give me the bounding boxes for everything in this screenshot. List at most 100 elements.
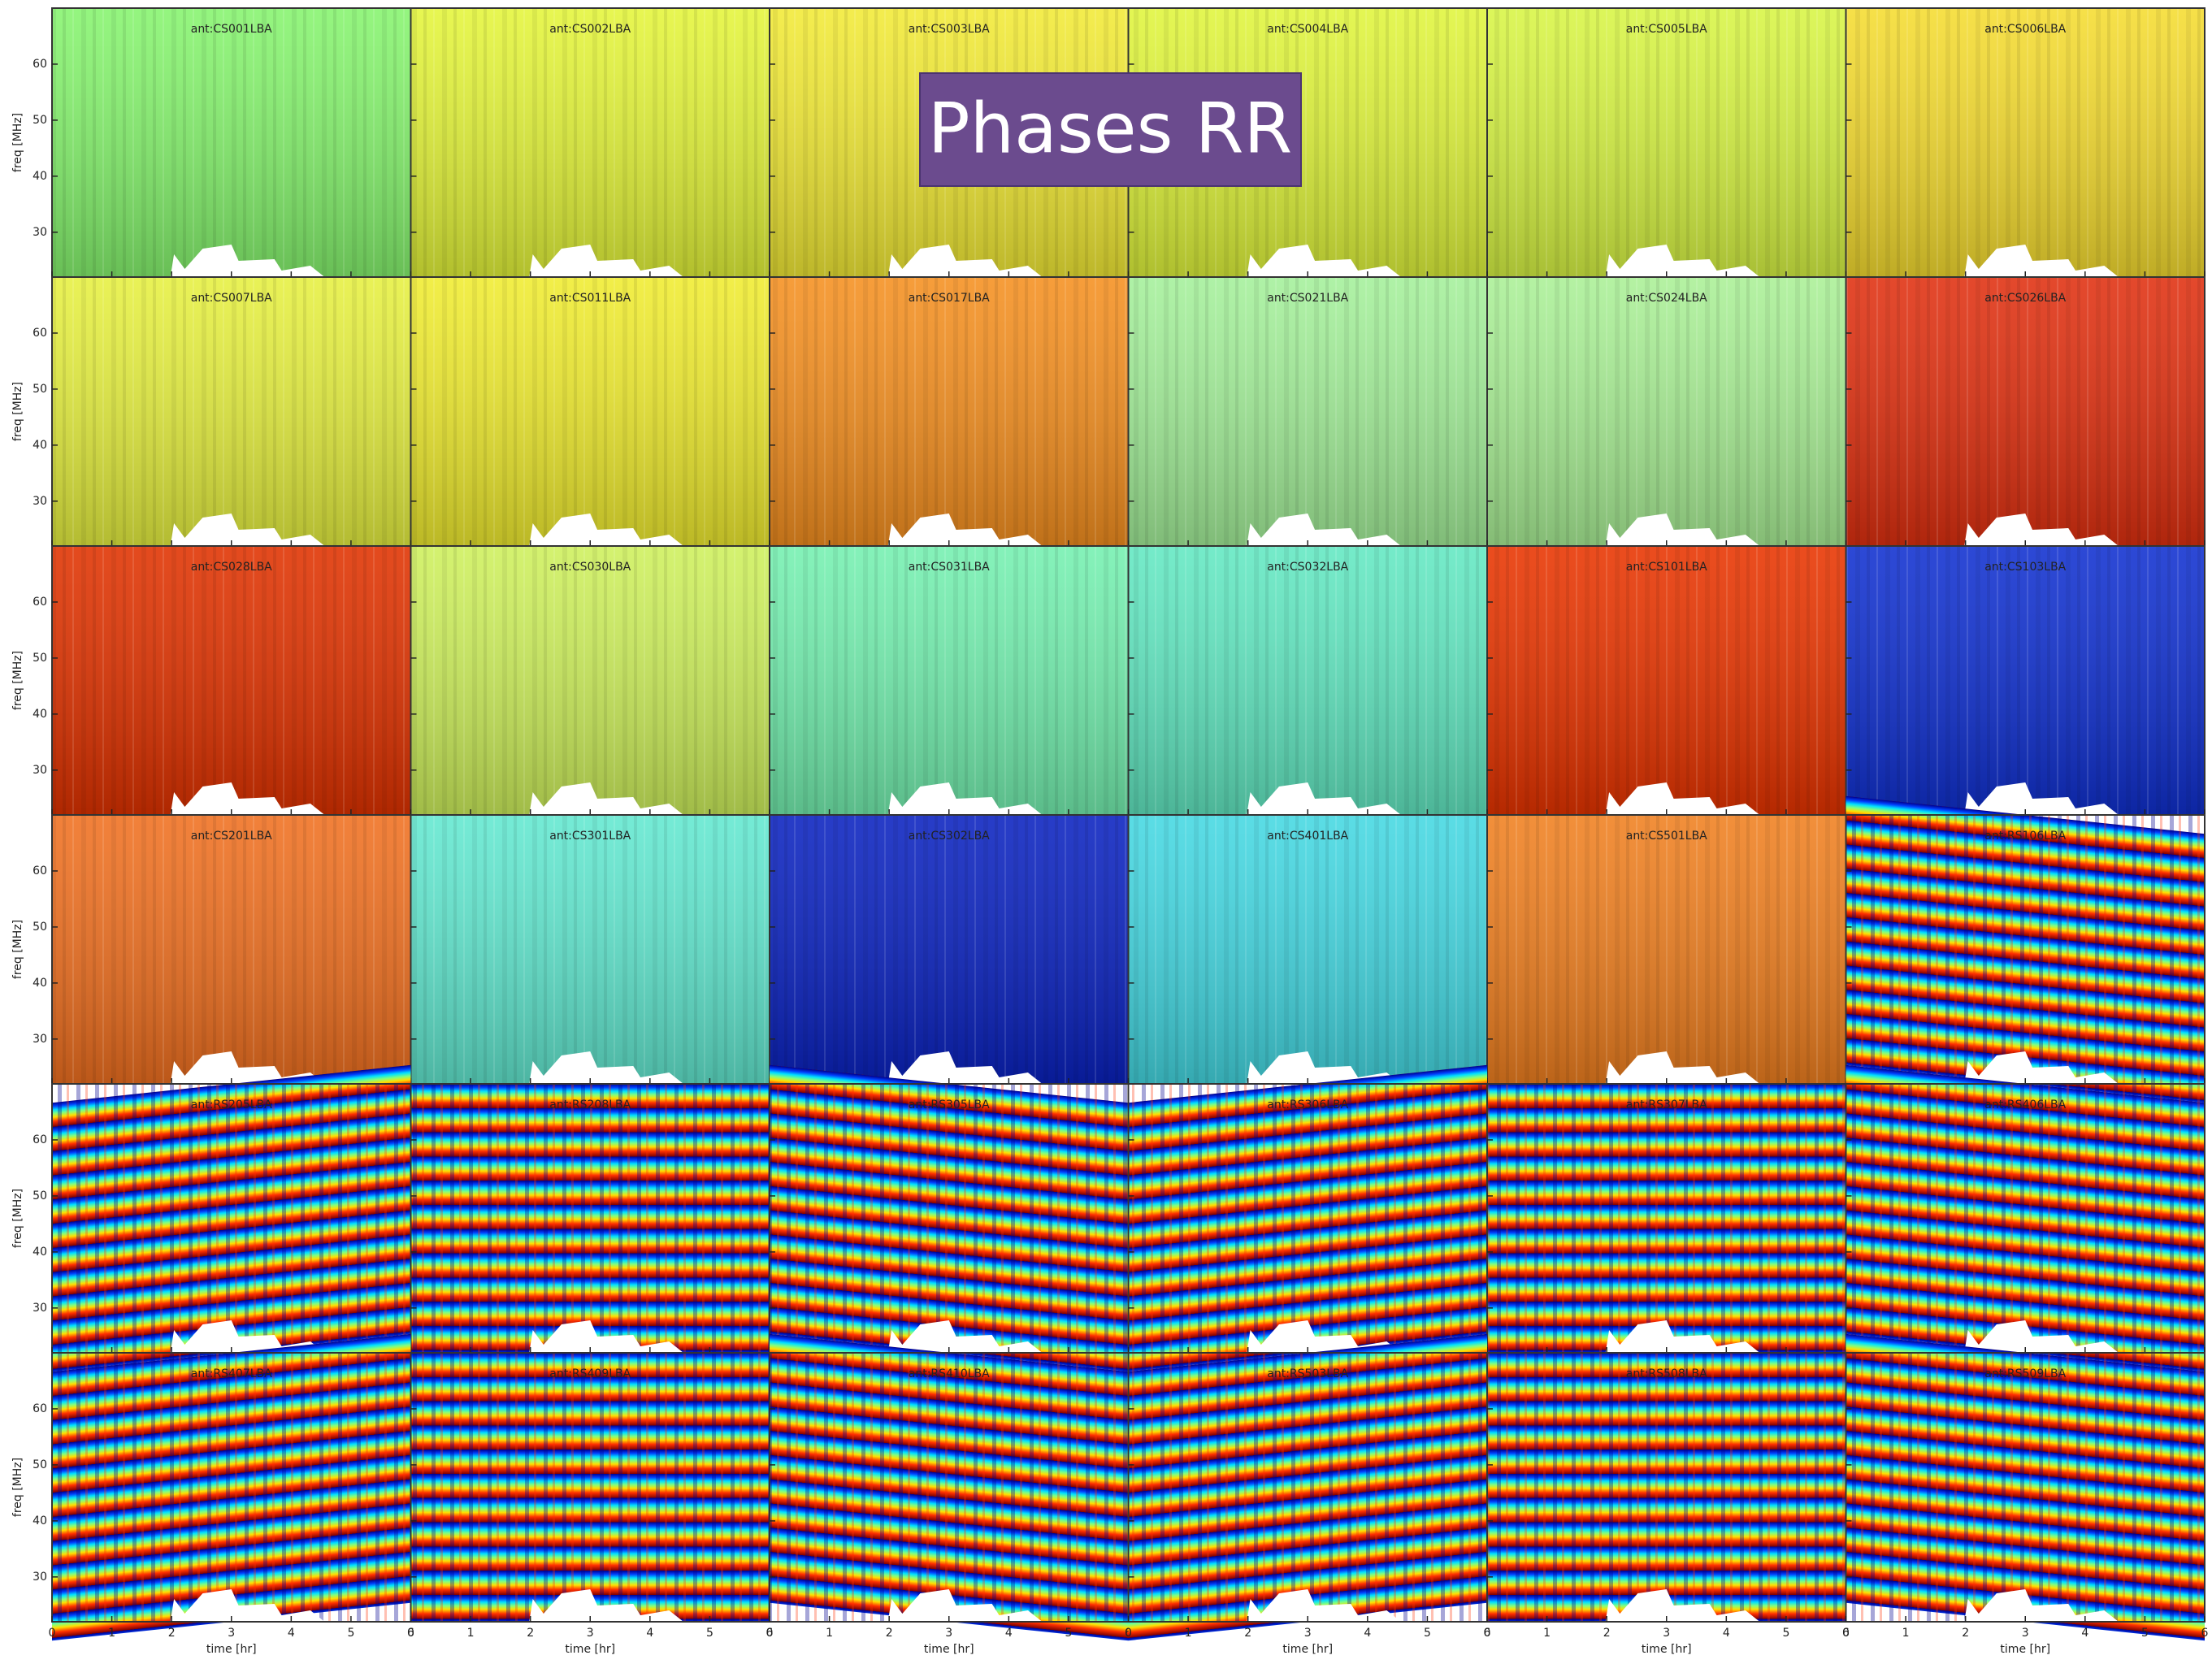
x-tick-label: 3 [228,1627,235,1640]
panel-label: ant:RS205LBA [191,1098,272,1112]
panel-streaks [770,815,1129,1084]
panel-streaks [411,1084,770,1353]
panel: ant:CS026LBA [1846,277,2205,546]
x-tick-label: 1 [1185,1627,1192,1640]
panel: ant:CS302LBA [770,815,1129,1084]
panel: ant:RS410LBA [770,1334,1129,1640]
panel-label: ant:CS003LBA [909,23,990,36]
x-axis-label: time [hr] [1642,1643,1692,1656]
panel-label: ant:CS011LBA [549,292,631,305]
panel: ant:CS017LBA [770,277,1129,546]
x-tick-label: 0 [1842,1627,1850,1640]
x-tick-label: 4 [1364,1627,1371,1640]
x-tick-label: 3 [1304,1627,1312,1640]
panel-streaks [411,546,770,815]
x-tick-label: 4 [646,1627,653,1640]
panel-streaks [52,8,411,277]
panel-label: ant:RS508LBA [1626,1367,1707,1380]
panel-streaks [52,1084,411,1353]
panel: ant:CS005LBA [1487,8,1846,277]
x-tick-label: 5 [347,1627,354,1640]
y-tick-label: 30 [33,1302,47,1315]
panel-label: ant:CS004LBA [1267,23,1348,36]
panel-streaks [52,1353,411,1622]
panel-streaks [52,815,411,1084]
panel-streaks [770,546,1129,815]
y-axis-label: freq [MHz] [11,1458,24,1517]
panel: ant:RS305LBA [770,1065,1129,1372]
y-axis-label: freq [MHz] [11,651,24,710]
y-tick-label: 40 [33,708,47,721]
panel: ant:RS205LBA [52,1065,411,1372]
y-tick-label: 40 [33,170,47,183]
panel: ant:RS208LBA [411,1084,770,1353]
panel-label: ant:CS021LBA [1267,292,1348,305]
panel: ant:CS032LBA [1129,546,1488,815]
panel-label: ant:CS001LBA [191,23,272,36]
panel-streaks [770,1084,1129,1353]
panel-streaks [1487,277,1846,546]
y-tick-label: 60 [33,596,47,609]
y-tick-label: 60 [33,864,47,878]
panel: ant:CS030LBA [411,546,770,815]
panel-label: ant:CS501LBA [1626,830,1707,843]
panel-label: ant:RS306LBA [1267,1098,1348,1112]
x-tick-label: 3 [945,1627,952,1640]
panel-streaks [1487,1084,1846,1353]
panel: ant:CS001LBA [52,8,411,277]
y-tick-label: 50 [33,652,47,665]
panel-streaks [52,277,411,546]
panel-label: ant:RS503LBA [1267,1367,1348,1380]
panel-label: ant:RS208LBA [549,1098,631,1112]
x-tick-label: 0 [1484,1627,1491,1640]
x-tick-label: 0 [49,1627,56,1640]
panel-label: ant:RS406LBA [1984,1098,2066,1112]
panel-label: ant:CS301LBA [549,830,631,843]
panel-label: ant:CS024LBA [1626,292,1707,305]
panel-label: ant:RS305LBA [909,1098,990,1112]
x-tick-label: 2 [886,1627,893,1640]
panel-label: ant:RS409LBA [549,1367,631,1380]
panel-streaks [1846,546,2205,815]
x-tick-label: 5 [1782,1627,1789,1640]
panel-streaks [1129,546,1488,815]
y-tick-label: 60 [33,327,47,340]
panel: ant:CS401LBA [1129,815,1488,1084]
panel: ant:CS002LBA [411,8,770,277]
y-axis-label: freq [MHz] [11,113,24,172]
x-tick-label: 6 [2201,1627,2209,1640]
y-tick-label: 60 [33,58,47,71]
panel-streaks [411,8,770,277]
x-tick-label: 1 [1902,1627,1910,1640]
panel: ant:CS501LBA [1487,815,1846,1084]
panel-label: ant:CS017LBA [909,292,990,305]
x-axis-label: time [hr] [924,1643,974,1656]
y-tick-label: 50 [33,1190,47,1202]
y-axis-label: freq [MHz] [11,1189,24,1248]
panel: ant:RS407LBA [52,1334,411,1640]
x-tick-label: 5 [706,1627,713,1640]
x-tick-label: 0 [1125,1627,1132,1640]
y-tick-label: 60 [33,1133,47,1146]
x-tick-label: 3 [587,1627,594,1640]
panel: ant:RS409LBA [411,1353,770,1622]
panel: ant:CS021LBA [1129,277,1488,546]
panel-label: ant:CS002LBA [549,23,631,36]
x-tick-label: 0 [766,1627,774,1640]
panel: ant:CS028LBA [52,546,411,815]
panel-streaks [1129,277,1488,546]
panel-streaks [52,546,411,815]
x-tick-label: 4 [1005,1627,1013,1640]
panel-streaks [1846,277,2205,546]
panel: ant:RS307LBA [1487,1084,1846,1353]
panel: ant:CS031LBA [770,546,1129,815]
panel: ant:CS011LBA [411,277,770,546]
panel: ant:RS406LBA [1846,1065,2205,1372]
panel: ant:CS301LBA [411,815,770,1084]
panel: ant:RS106LBA [1846,796,2205,1103]
x-tick-label: 2 [168,1627,176,1640]
y-tick-label: 30 [33,495,47,508]
panel-label: ant:CS201LBA [191,830,272,843]
panel: ant:RS306LBA [1129,1065,1488,1372]
y-tick-label: 40 [33,1246,47,1259]
